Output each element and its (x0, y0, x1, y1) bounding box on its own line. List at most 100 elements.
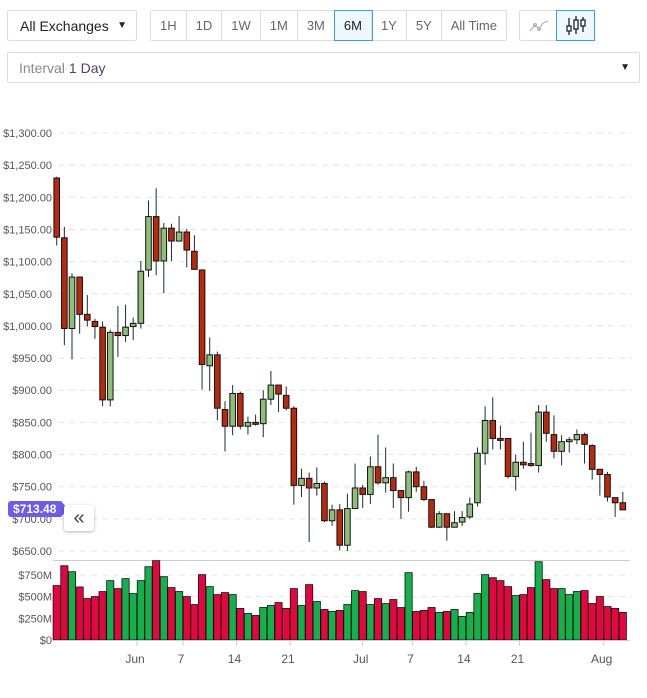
volume-bar (588, 603, 597, 641)
line-chart-button[interactable] (520, 11, 557, 40)
volume-bar (603, 606, 612, 641)
candle-body (244, 421, 252, 427)
candle (152, 188, 160, 276)
volume-tick-label: $500M (18, 592, 52, 604)
candle (137, 260, 145, 329)
candle (305, 472, 313, 542)
candle (160, 223, 168, 294)
range-button-6m[interactable]: 6M (333, 10, 373, 41)
volume-bar (511, 595, 520, 641)
collapse-button[interactable]: « (64, 505, 94, 531)
volume-bar (159, 576, 168, 641)
candle-body (61, 237, 68, 329)
candle (313, 467, 321, 496)
candle (61, 226, 68, 346)
candlestick-chart-button[interactable] (556, 10, 595, 41)
volume-bar (580, 590, 589, 641)
candle (290, 406, 298, 505)
exchange-label: All Exchanges (20, 17, 109, 34)
candle (237, 391, 244, 430)
volume-bar (90, 596, 99, 641)
candle (451, 511, 458, 528)
candle-body (390, 477, 397, 492)
candle-body (191, 250, 198, 270)
volume-bar (75, 586, 84, 641)
volume-bar (358, 591, 367, 641)
volume-bar (396, 607, 405, 641)
price-tick-label: $1,300.00 (3, 128, 52, 140)
candle (191, 235, 198, 270)
volume-bar (68, 571, 77, 641)
range-button-3m[interactable]: 3M (298, 11, 335, 40)
candle (221, 401, 229, 452)
volume-bar (220, 592, 229, 641)
candle (596, 468, 604, 496)
candlestick-chart-icon (565, 15, 586, 35)
candle (405, 470, 412, 512)
candle-body (611, 497, 619, 504)
candle (351, 463, 359, 510)
candle (588, 444, 596, 480)
range-button-5y[interactable]: 5Y (407, 11, 442, 40)
candle (84, 295, 91, 327)
candle-body (405, 471, 412, 499)
volume-bar (611, 608, 620, 641)
volume-bar (343, 604, 352, 641)
range-button-1w[interactable]: 1W (222, 11, 261, 40)
volume-bar (557, 588, 566, 641)
candle (145, 200, 152, 278)
range-button-1d[interactable]: 1D (187, 11, 223, 40)
last-price-badge: $713.48 (8, 501, 69, 517)
candle (435, 511, 443, 528)
candle (443, 513, 451, 541)
candle (581, 432, 588, 464)
candle (336, 504, 344, 551)
candle-body (99, 326, 106, 401)
candle (328, 504, 336, 526)
volume-bar (427, 607, 436, 641)
exchange-dropdown[interactable]: All Exchanges ▼ (7, 10, 137, 41)
candle-body (152, 216, 160, 262)
volume-bar (389, 599, 398, 641)
candle (412, 466, 420, 492)
candle-body (137, 270, 145, 324)
candle-body (420, 486, 428, 501)
candle-body (160, 227, 168, 262)
candle-body (91, 320, 99, 328)
x-tick-label: 7 (178, 652, 185, 666)
range-button-all-time[interactable]: All Time (450, 18, 497, 33)
x-tick-label: 14 (457, 652, 471, 666)
interval-dropdown[interactable]: Interval 1 Day ▼ (7, 52, 640, 83)
range-button-1h[interactable]: 1H (151, 11, 187, 40)
volume-tick-label: $250M (18, 613, 52, 625)
candle-body (275, 384, 282, 395)
candle-body (619, 502, 627, 511)
volume-bar (289, 588, 298, 641)
volume-bar (542, 579, 551, 641)
volume-bar (113, 588, 122, 641)
candle (275, 384, 282, 413)
candle-body (550, 434, 558, 452)
chart-type-group (519, 10, 595, 41)
candle (474, 447, 481, 507)
candle (321, 481, 328, 523)
volume-tick-label: $750M (18, 570, 52, 582)
candle-body (114, 331, 122, 337)
volume-bar (465, 612, 474, 641)
candle-body (175, 231, 183, 242)
candle-body (259, 398, 267, 425)
range-button-1m[interactable]: 1M (261, 11, 298, 40)
volume-bar (419, 610, 428, 641)
candle-body (53, 177, 61, 238)
price-tick-label: $1,250.00 (3, 160, 52, 172)
volume-bar (259, 607, 268, 641)
interval-value: 1 Day (68, 59, 106, 76)
range-button-1y[interactable]: 1Y (372, 11, 407, 40)
volume-bar (52, 585, 61, 641)
volume-bar (412, 611, 421, 641)
price-tick-label: $1,100.00 (3, 257, 52, 269)
volume-bar (205, 586, 214, 641)
volume-bar (198, 574, 207, 641)
candle (298, 468, 305, 497)
